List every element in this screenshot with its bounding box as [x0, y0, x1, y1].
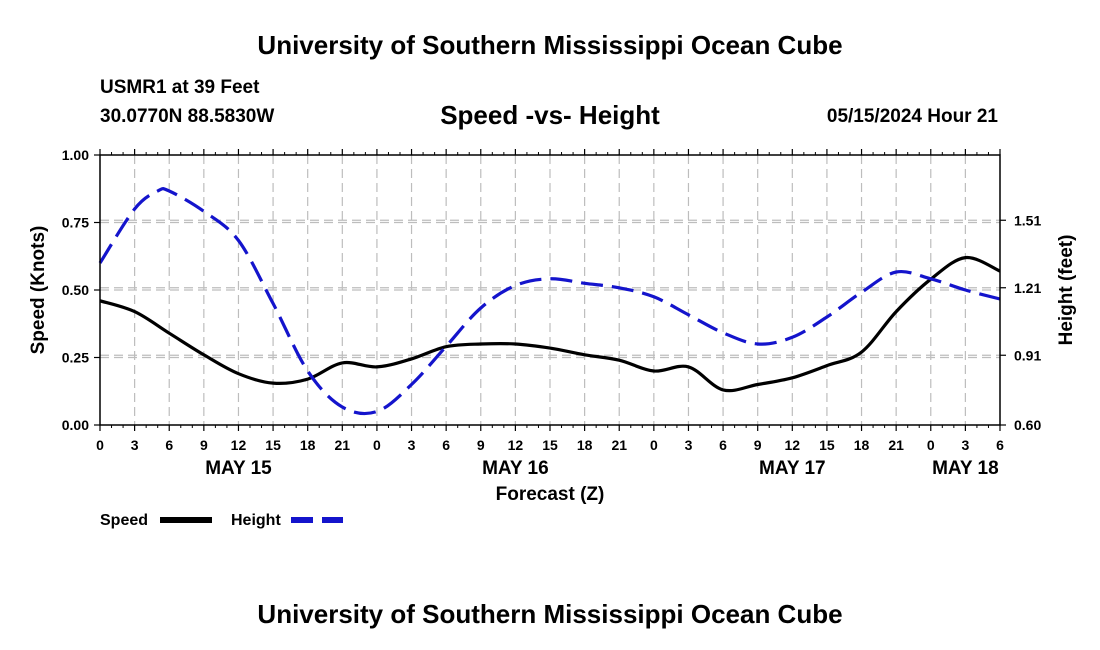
x-tick-label: 9 — [200, 437, 208, 453]
y-tick-label: 0.25 — [62, 350, 89, 366]
day-label: MAY 15 — [205, 458, 272, 479]
x-tick-label: 0 — [373, 437, 381, 453]
x-tick-label: 15 — [542, 437, 558, 453]
station-coordinates: 30.0770N 88.5830W — [100, 106, 275, 127]
grid — [100, 155, 1000, 425]
series-line-height — [98, 187, 1001, 416]
x-tick-label: 21 — [888, 437, 904, 453]
x-tick-label: 6 — [442, 437, 450, 453]
x-tick-label: 3 — [961, 437, 969, 453]
x-tick-label: 12 — [785, 437, 801, 453]
chart-title: Speed -vs- Height — [440, 100, 660, 130]
y-axis-label: Speed (Knots) — [28, 226, 49, 355]
x-axis-label: Forecast (Z) — [496, 484, 605, 505]
y-tick-label: 1.00 — [62, 147, 89, 163]
day-label: MAY 18 — [932, 458, 999, 479]
x-tick-label: 9 — [754, 437, 762, 453]
y2-tick-label: 0.60 — [1014, 417, 1041, 433]
x-tick-label: 3 — [685, 437, 693, 453]
y-tick-label: 0.75 — [62, 215, 89, 231]
x-tick-label: 3 — [408, 437, 416, 453]
legend: Speed Height — [100, 512, 343, 529]
x-tick-label: 12 — [508, 437, 524, 453]
day-label: MAY 17 — [759, 458, 826, 479]
forecast-timestamp: 05/15/2024 Hour 21 — [826, 106, 998, 127]
x-tick-label: 18 — [854, 437, 870, 453]
legend-label-height: Height — [231, 512, 281, 529]
x-tick-label: 6 — [719, 437, 727, 453]
x-tick-label: 21 — [611, 437, 627, 453]
series-line-speed — [99, 255, 1001, 393]
station-label: USMR1 at 39 Feet — [100, 77, 260, 98]
y2-axis-label: Height (feet) — [1056, 235, 1077, 346]
y2-tick-label: 0.91 — [1014, 347, 1041, 363]
page-title: University of Southern Mississippi Ocean… — [257, 30, 843, 60]
x-tick-label: 9 — [477, 437, 485, 453]
footer-title: University of Southern Mississippi Ocean… — [257, 599, 843, 629]
x-tick-label: 21 — [335, 437, 351, 453]
x-tick-label: 0 — [927, 437, 935, 453]
x-tick-label: 3 — [131, 437, 139, 453]
x-tick-label: 6 — [996, 437, 1004, 453]
ticks: 0 3 6 9 12 15 18 21 0 3 6 9 12 15 18 21 0 3 6 9 12 15 18 21 0 3 60… — [62, 147, 1042, 479]
x-tick-label: 18 — [300, 437, 316, 453]
x-tick-label: 0 — [96, 437, 104, 453]
x-tick-label: 12 — [231, 437, 247, 453]
y-tick-label: 0.50 — [62, 282, 89, 298]
legend-label-speed: Speed — [100, 512, 148, 529]
x-tick-label: 15 — [265, 437, 281, 453]
x-tick-label: 18 — [577, 437, 593, 453]
y2-tick-label: 1.51 — [1014, 212, 1041, 228]
x-tick-label: 0 — [650, 437, 658, 453]
y2-tick-label: 1.21 — [1014, 280, 1041, 296]
series-layer — [98, 187, 1001, 416]
day-label: MAY 16 — [482, 458, 549, 479]
x-tick-label: 15 — [819, 437, 835, 453]
x-tick-label: 6 — [165, 437, 173, 453]
y-tick-label: 0.00 — [62, 417, 89, 433]
